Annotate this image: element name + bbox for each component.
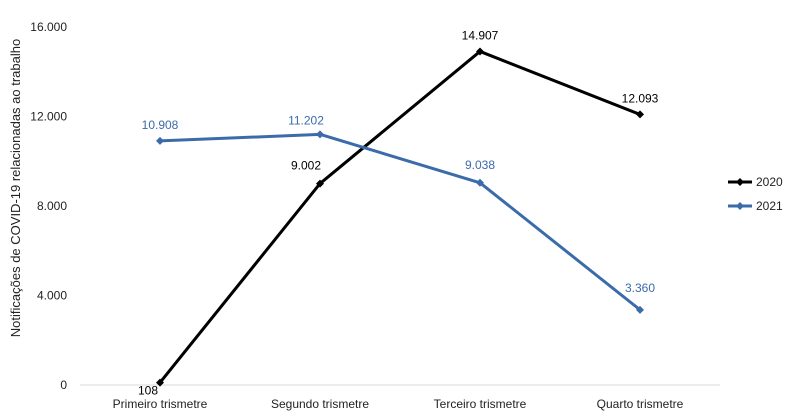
data-label: 10.908 xyxy=(142,118,179,132)
y-tick-label: 16.000 xyxy=(30,20,67,34)
legend-marker xyxy=(736,202,744,210)
y-tick-label: 4.000 xyxy=(37,289,67,303)
y-tick-label: 12.000 xyxy=(30,110,67,124)
series-2021: 10.908 11.202 9.038 3.360 xyxy=(142,113,655,314)
data-point-marker xyxy=(476,178,484,187)
data-point-marker xyxy=(316,179,324,188)
series-2020: 108 9.002 14.907 12.093 xyxy=(138,28,659,397)
legend-label: 2021 xyxy=(756,199,783,213)
data-label: 14.907 xyxy=(462,28,499,42)
x-tick-label: Primeiro trismetre xyxy=(113,397,208,411)
legend-item-2021: 2021 xyxy=(728,199,783,213)
y-axis-label: Notificações de COVID-19 relacionadas ao… xyxy=(8,39,23,337)
data-point-marker xyxy=(156,378,164,387)
y-tick-label: 0 xyxy=(60,378,67,392)
series-line xyxy=(158,49,641,384)
data-label: 12.093 xyxy=(622,91,659,105)
x-axis-ticks: Primeiro trismetre Segundo trismetre Terce… xyxy=(113,397,684,411)
legend-item-2020: 2020 xyxy=(728,175,783,189)
series-layer: 108 9.002 14.907 12.093 10.908 11.202 9.038 3.3… xyxy=(138,28,659,397)
data-label: 11.202 xyxy=(288,113,324,127)
x-tick-label: Quarto trismetre xyxy=(597,397,684,411)
legend: 2020 2021 xyxy=(728,175,783,213)
data-label: 108 xyxy=(138,384,158,398)
data-point-marker xyxy=(316,130,324,139)
series-line xyxy=(159,132,641,311)
x-tick-label: Segundo trismetre xyxy=(271,397,369,411)
y-tick-label: 8.000 xyxy=(37,199,67,213)
x-tick-label: Terceiro trismetre xyxy=(434,397,527,411)
data-point-marker xyxy=(476,47,484,56)
data-label: 9.002 xyxy=(291,159,321,173)
data-point-marker xyxy=(636,110,644,119)
data-point-marker xyxy=(636,305,644,314)
data-label: 3.360 xyxy=(625,281,655,295)
data-label: 9.038 xyxy=(465,158,495,172)
legend-label: 2020 xyxy=(756,175,783,189)
y-axis-ticks: 0 4.000 8.000 12.000 16.000 xyxy=(30,20,67,392)
legend-marker xyxy=(736,178,744,186)
data-point-marker xyxy=(156,136,164,145)
